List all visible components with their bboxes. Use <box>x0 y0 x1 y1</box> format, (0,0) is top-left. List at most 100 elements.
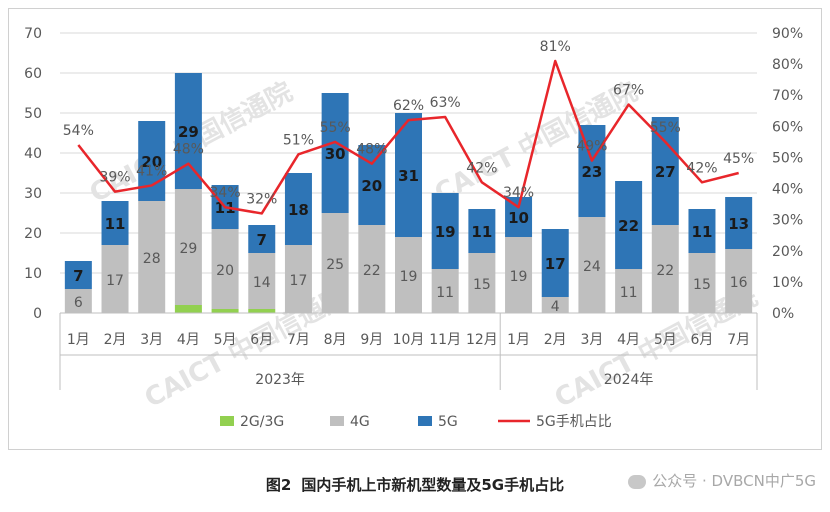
bar-data-label: 19 <box>400 269 418 285</box>
x-tick-label: 1月 <box>507 332 530 348</box>
legend-swatch <box>220 416 234 426</box>
bar-5g <box>248 225 276 253</box>
x-tick-label: 7月 <box>287 332 310 348</box>
line-data-label: 55% <box>650 120 681 136</box>
bar-data-label: 11 <box>105 215 126 233</box>
bar-5g <box>101 201 129 245</box>
bar-data-label: 4 <box>551 299 560 315</box>
bar-data-label: 22 <box>363 263 381 279</box>
bar-2g-3g <box>248 309 276 313</box>
bar-4g <box>138 201 166 313</box>
bar-5g <box>468 209 496 253</box>
bar-5g <box>651 117 679 225</box>
bar-5g <box>688 209 716 253</box>
year-group-label: 2024年 <box>604 372 654 388</box>
legend-label: 2G/3G <box>240 414 284 430</box>
x-tick-label: 2月 <box>104 332 127 348</box>
line-data-label: 45% <box>723 151 754 167</box>
bar-2g-3g <box>174 305 202 313</box>
line-data-label: 51% <box>283 132 314 148</box>
legend-swatch <box>418 416 432 426</box>
x-tick-label: 5月 <box>654 332 677 348</box>
bar-5g <box>615 181 643 269</box>
bar-4g <box>651 225 679 313</box>
bar-4g <box>358 225 386 313</box>
y-left-tick-label: 70 <box>24 26 42 42</box>
bar-2g-3g <box>211 309 239 313</box>
bar-data-label: 7 <box>257 231 267 249</box>
bar-data-label: 29 <box>179 241 197 257</box>
y-right-tick-label: 80% <box>772 57 803 73</box>
bar-data-label: 29 <box>178 123 199 141</box>
legend-label: 5G手机占比 <box>536 414 612 430</box>
bar-4g <box>284 245 312 313</box>
y-left-tick-label: 50 <box>24 106 42 122</box>
bar-4g <box>211 229 239 309</box>
legend-swatch <box>330 416 344 426</box>
line-data-label: 48% <box>356 142 387 158</box>
x-tick-label: 7月 <box>727 332 750 348</box>
year-group-label: 2023年 <box>255 372 305 388</box>
bar-data-label: 27 <box>655 163 676 181</box>
y-left-tick-label: 60 <box>24 66 42 82</box>
bar-data-label: 20 <box>141 153 162 171</box>
y-right-tick-label: 20% <box>772 244 803 260</box>
bar-data-label: 10 <box>508 209 529 227</box>
line-data-label: 39% <box>99 170 130 186</box>
line-data-label: 41% <box>136 163 167 179</box>
bar-4g <box>101 245 129 313</box>
line-data-label: 42% <box>686 160 717 176</box>
bar-data-label: 18 <box>288 201 309 219</box>
bar-data-label: 22 <box>656 263 674 279</box>
line-data-label: 67% <box>613 83 644 99</box>
bar-5g <box>578 125 606 217</box>
wechat-icon <box>628 474 647 489</box>
bar-data-label: 17 <box>290 273 308 289</box>
x-tick-label: 4月 <box>617 332 640 348</box>
bar-data-label: 16 <box>730 275 748 291</box>
x-tick-label: 2月 <box>544 332 567 348</box>
source-watermark-text: 公众号 · DVBCN中广5G <box>652 472 816 490</box>
y-right-tick-label: 0% <box>772 306 794 322</box>
x-tick-label: 6月 <box>250 332 273 348</box>
bar-data-label: 7 <box>73 267 83 285</box>
bar-data-label: 19 <box>510 269 528 285</box>
x-tick-label: 9月 <box>360 332 383 348</box>
bar-data-label: 11 <box>471 223 492 241</box>
x-tick-label: 11月 <box>429 332 461 348</box>
bar-data-label: 17 <box>106 273 124 289</box>
line-data-label: 63% <box>430 95 461 111</box>
y-left-tick-label: 30 <box>24 186 42 202</box>
x-tick-label: 3月 <box>140 332 163 348</box>
y-right-tick-label: 50% <box>772 150 803 166</box>
bar-data-label: 14 <box>253 275 271 291</box>
y-right-tick-label: 40% <box>772 182 803 198</box>
bar-4g <box>248 253 276 309</box>
bar-data-label: 28 <box>143 251 161 267</box>
bar-5g <box>431 193 459 269</box>
y-right-tick-label: 30% <box>772 213 803 229</box>
bar-4g <box>615 269 643 313</box>
bar-4g <box>541 297 569 313</box>
bar-4g <box>174 189 202 305</box>
bar-data-label: 30 <box>325 145 346 163</box>
source-watermark: 公众号 · DVBCN中广5G <box>628 470 816 491</box>
figure-title: 国内手机上市新机型数量及5G手机占比 <box>301 476 565 494</box>
x-tick-label: 12月 <box>466 332 498 348</box>
line-data-label: 62% <box>393 98 424 114</box>
bar-4g <box>725 249 753 313</box>
bar-data-label: 24 <box>583 259 601 275</box>
bar-5g <box>541 229 569 297</box>
bar-4g <box>578 217 606 313</box>
bar-data-label: 25 <box>326 257 344 273</box>
figure-number: 图2 <box>265 476 292 494</box>
line-data-label: 34% <box>503 185 534 201</box>
bar-5g <box>64 261 92 289</box>
bar-data-label: 23 <box>581 163 602 181</box>
x-tick-label: 3月 <box>580 332 603 348</box>
x-tick-label: 10月 <box>393 332 425 348</box>
x-tick-label: 1月 <box>67 332 90 348</box>
y-left-tick-label: 20 <box>24 226 42 242</box>
bar-data-label: 15 <box>693 277 711 293</box>
y-right-tick-label: 60% <box>772 119 803 135</box>
